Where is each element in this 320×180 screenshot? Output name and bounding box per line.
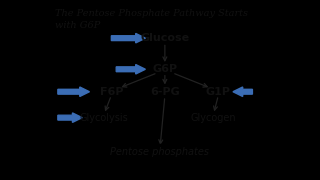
FancyArrow shape <box>116 64 145 74</box>
Text: Glycogen: Glycogen <box>191 113 236 123</box>
FancyArrow shape <box>58 87 90 96</box>
Text: F6P: F6P <box>100 87 123 97</box>
Text: G1P: G1P <box>206 87 231 97</box>
Text: Glycolysis: Glycolysis <box>80 113 128 123</box>
FancyArrow shape <box>111 33 145 43</box>
Text: The Pentose Phosphate Pathway Starts: The Pentose Phosphate Pathway Starts <box>55 9 248 18</box>
Text: 6-PG: 6-PG <box>150 87 180 97</box>
Text: Glucose: Glucose <box>140 33 189 43</box>
FancyArrow shape <box>58 113 82 122</box>
Text: Pentose phosphates: Pentose phosphates <box>110 147 210 157</box>
FancyArrow shape <box>233 87 252 96</box>
Text: G6P: G6P <box>152 64 177 74</box>
Text: with G6P: with G6P <box>55 21 101 30</box>
